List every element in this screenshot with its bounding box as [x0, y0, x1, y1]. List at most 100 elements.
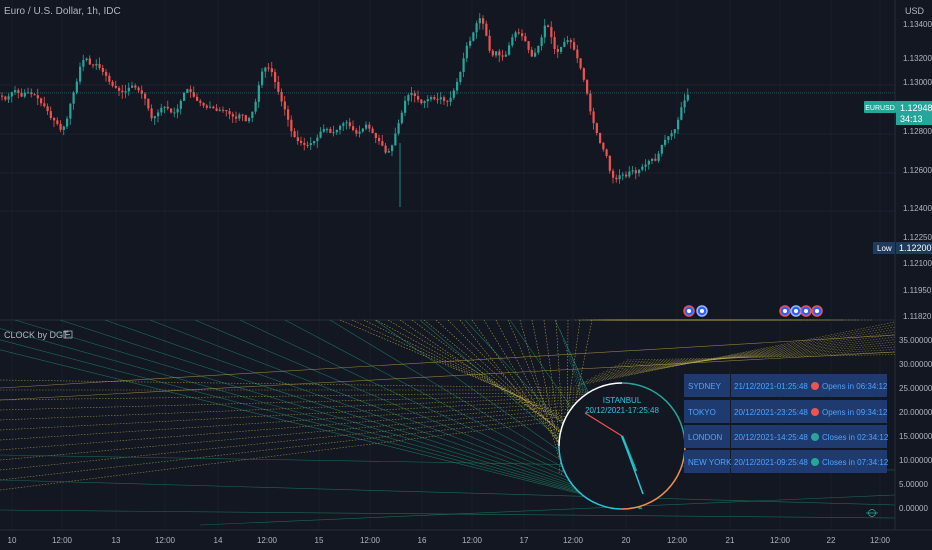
candle-body[interactable] [306, 144, 309, 146]
candle-body[interactable] [641, 166, 644, 170]
candle-body[interactable] [569, 40, 572, 43]
candle-body[interactable] [170, 108, 173, 113]
candle-body[interactable] [452, 90, 455, 98]
candle-body[interactable] [7, 96, 10, 100]
candle-body[interactable] [524, 36, 527, 42]
candle-body[interactable] [534, 52, 537, 57]
candle-body[interactable] [66, 118, 69, 127]
economic-event-markers[interactable] [683, 305, 823, 317]
candle-body[interactable] [264, 67, 267, 72]
candle-body[interactable] [673, 129, 676, 134]
candle-body[interactable] [69, 103, 72, 119]
event-flag-icon[interactable] [811, 305, 823, 317]
candle-body[interactable] [101, 67, 104, 72]
candle-body[interactable] [586, 79, 589, 94]
candle-body[interactable] [118, 87, 121, 91]
candle-body[interactable] [176, 108, 179, 113]
candle-body[interactable] [326, 128, 329, 130]
candle-body[interactable] [140, 90, 143, 94]
candle-body[interactable] [144, 93, 147, 99]
candle-body[interactable] [257, 85, 260, 102]
candle-body[interactable] [238, 114, 241, 119]
candle-body[interactable] [228, 111, 231, 115]
candle-body[interactable] [680, 107, 683, 120]
candle-body[interactable] [423, 101, 426, 104]
candle-body[interactable] [179, 100, 182, 109]
candle-body[interactable] [241, 114, 244, 116]
candle-body[interactable] [88, 58, 91, 65]
candle-body[interactable] [407, 95, 410, 101]
candle-body[interactable] [547, 25, 550, 28]
candle-body[interactable] [394, 133, 397, 146]
candle-body[interactable] [82, 60, 85, 67]
candle-body[interactable] [517, 32, 520, 34]
candle-body[interactable] [508, 45, 511, 55]
candle-body[interactable] [147, 98, 150, 109]
candle-body[interactable] [469, 40, 472, 46]
candlestick-series[interactable] [1, 13, 689, 207]
candle-body[interactable] [332, 132, 335, 134]
candle-body[interactable] [654, 158, 657, 161]
candle-body[interactable] [105, 71, 108, 76]
candle-body[interactable] [433, 97, 436, 100]
candle-body[interactable] [14, 90, 17, 93]
candle-body[interactable] [75, 81, 78, 93]
candle-body[interactable] [56, 120, 59, 124]
candle-body[interactable] [498, 51, 501, 56]
candle-body[interactable] [49, 111, 52, 119]
candle-body[interactable] [527, 41, 530, 50]
candle-body[interactable] [631, 170, 634, 172]
candle-body[interactable] [625, 174, 628, 177]
candle-body[interactable] [439, 97, 442, 100]
symbol-title[interactable]: Euro / U.S. Dollar, 1h, IDC [4, 6, 121, 17]
candle-body[interactable] [300, 140, 303, 143]
candle-body[interactable] [488, 35, 491, 51]
candle-body[interactable] [316, 137, 319, 142]
candle-body[interactable] [131, 85, 134, 88]
price-axis[interactable]: 1.13400 1.13200 1.13000 1.12800 1.12600 1.124… [903, 20, 932, 321]
candle-body[interactable] [261, 71, 264, 86]
candle-body[interactable] [40, 98, 43, 104]
candle-body[interactable] [212, 106, 215, 109]
candle-body[interactable] [371, 128, 374, 134]
candle-body[interactable] [660, 144, 663, 154]
candle-body[interactable] [550, 27, 553, 38]
candle-body[interactable] [482, 18, 485, 24]
candle-body[interactable] [196, 96, 199, 101]
candle-body[interactable] [589, 93, 592, 112]
candle-body[interactable] [202, 102, 205, 106]
candle-body[interactable] [361, 128, 364, 132]
candle-body[interactable] [365, 124, 368, 129]
candle-body[interactable] [296, 137, 299, 141]
candle-body[interactable] [134, 85, 137, 88]
event-flag-icon[interactable] [790, 305, 802, 317]
candle-body[interactable] [79, 66, 82, 82]
candle-body[interactable] [335, 129, 338, 133]
candle-body[interactable] [183, 92, 186, 101]
candle-body[interactable] [10, 92, 13, 97]
candle-body[interactable] [430, 97, 433, 100]
candle-body[interactable] [254, 101, 257, 112]
candle-body[interactable] [540, 37, 543, 46]
candle-body[interactable] [634, 170, 637, 174]
candle-body[interactable] [157, 112, 160, 117]
candle-body[interactable] [595, 123, 598, 134]
candle-body[interactable] [446, 100, 449, 102]
candle-body[interactable] [72, 92, 75, 104]
candle-body[interactable] [400, 112, 403, 124]
candle-body[interactable] [391, 145, 394, 152]
candle-body[interactable] [322, 129, 325, 132]
event-flag-icon[interactable] [696, 305, 708, 317]
candle-body[interactable] [153, 116, 156, 119]
candle-body[interactable] [563, 41, 566, 47]
candle-body[interactable] [205, 105, 208, 108]
candle-body[interactable] [215, 108, 218, 111]
candle-body[interactable] [413, 93, 416, 97]
candle-body[interactable] [283, 101, 286, 110]
candle-body[interactable] [313, 141, 316, 144]
candle-body[interactable] [472, 32, 475, 41]
candle-body[interactable] [628, 171, 631, 177]
candle-body[interactable] [543, 25, 546, 38]
candle-body[interactable] [30, 92, 33, 95]
